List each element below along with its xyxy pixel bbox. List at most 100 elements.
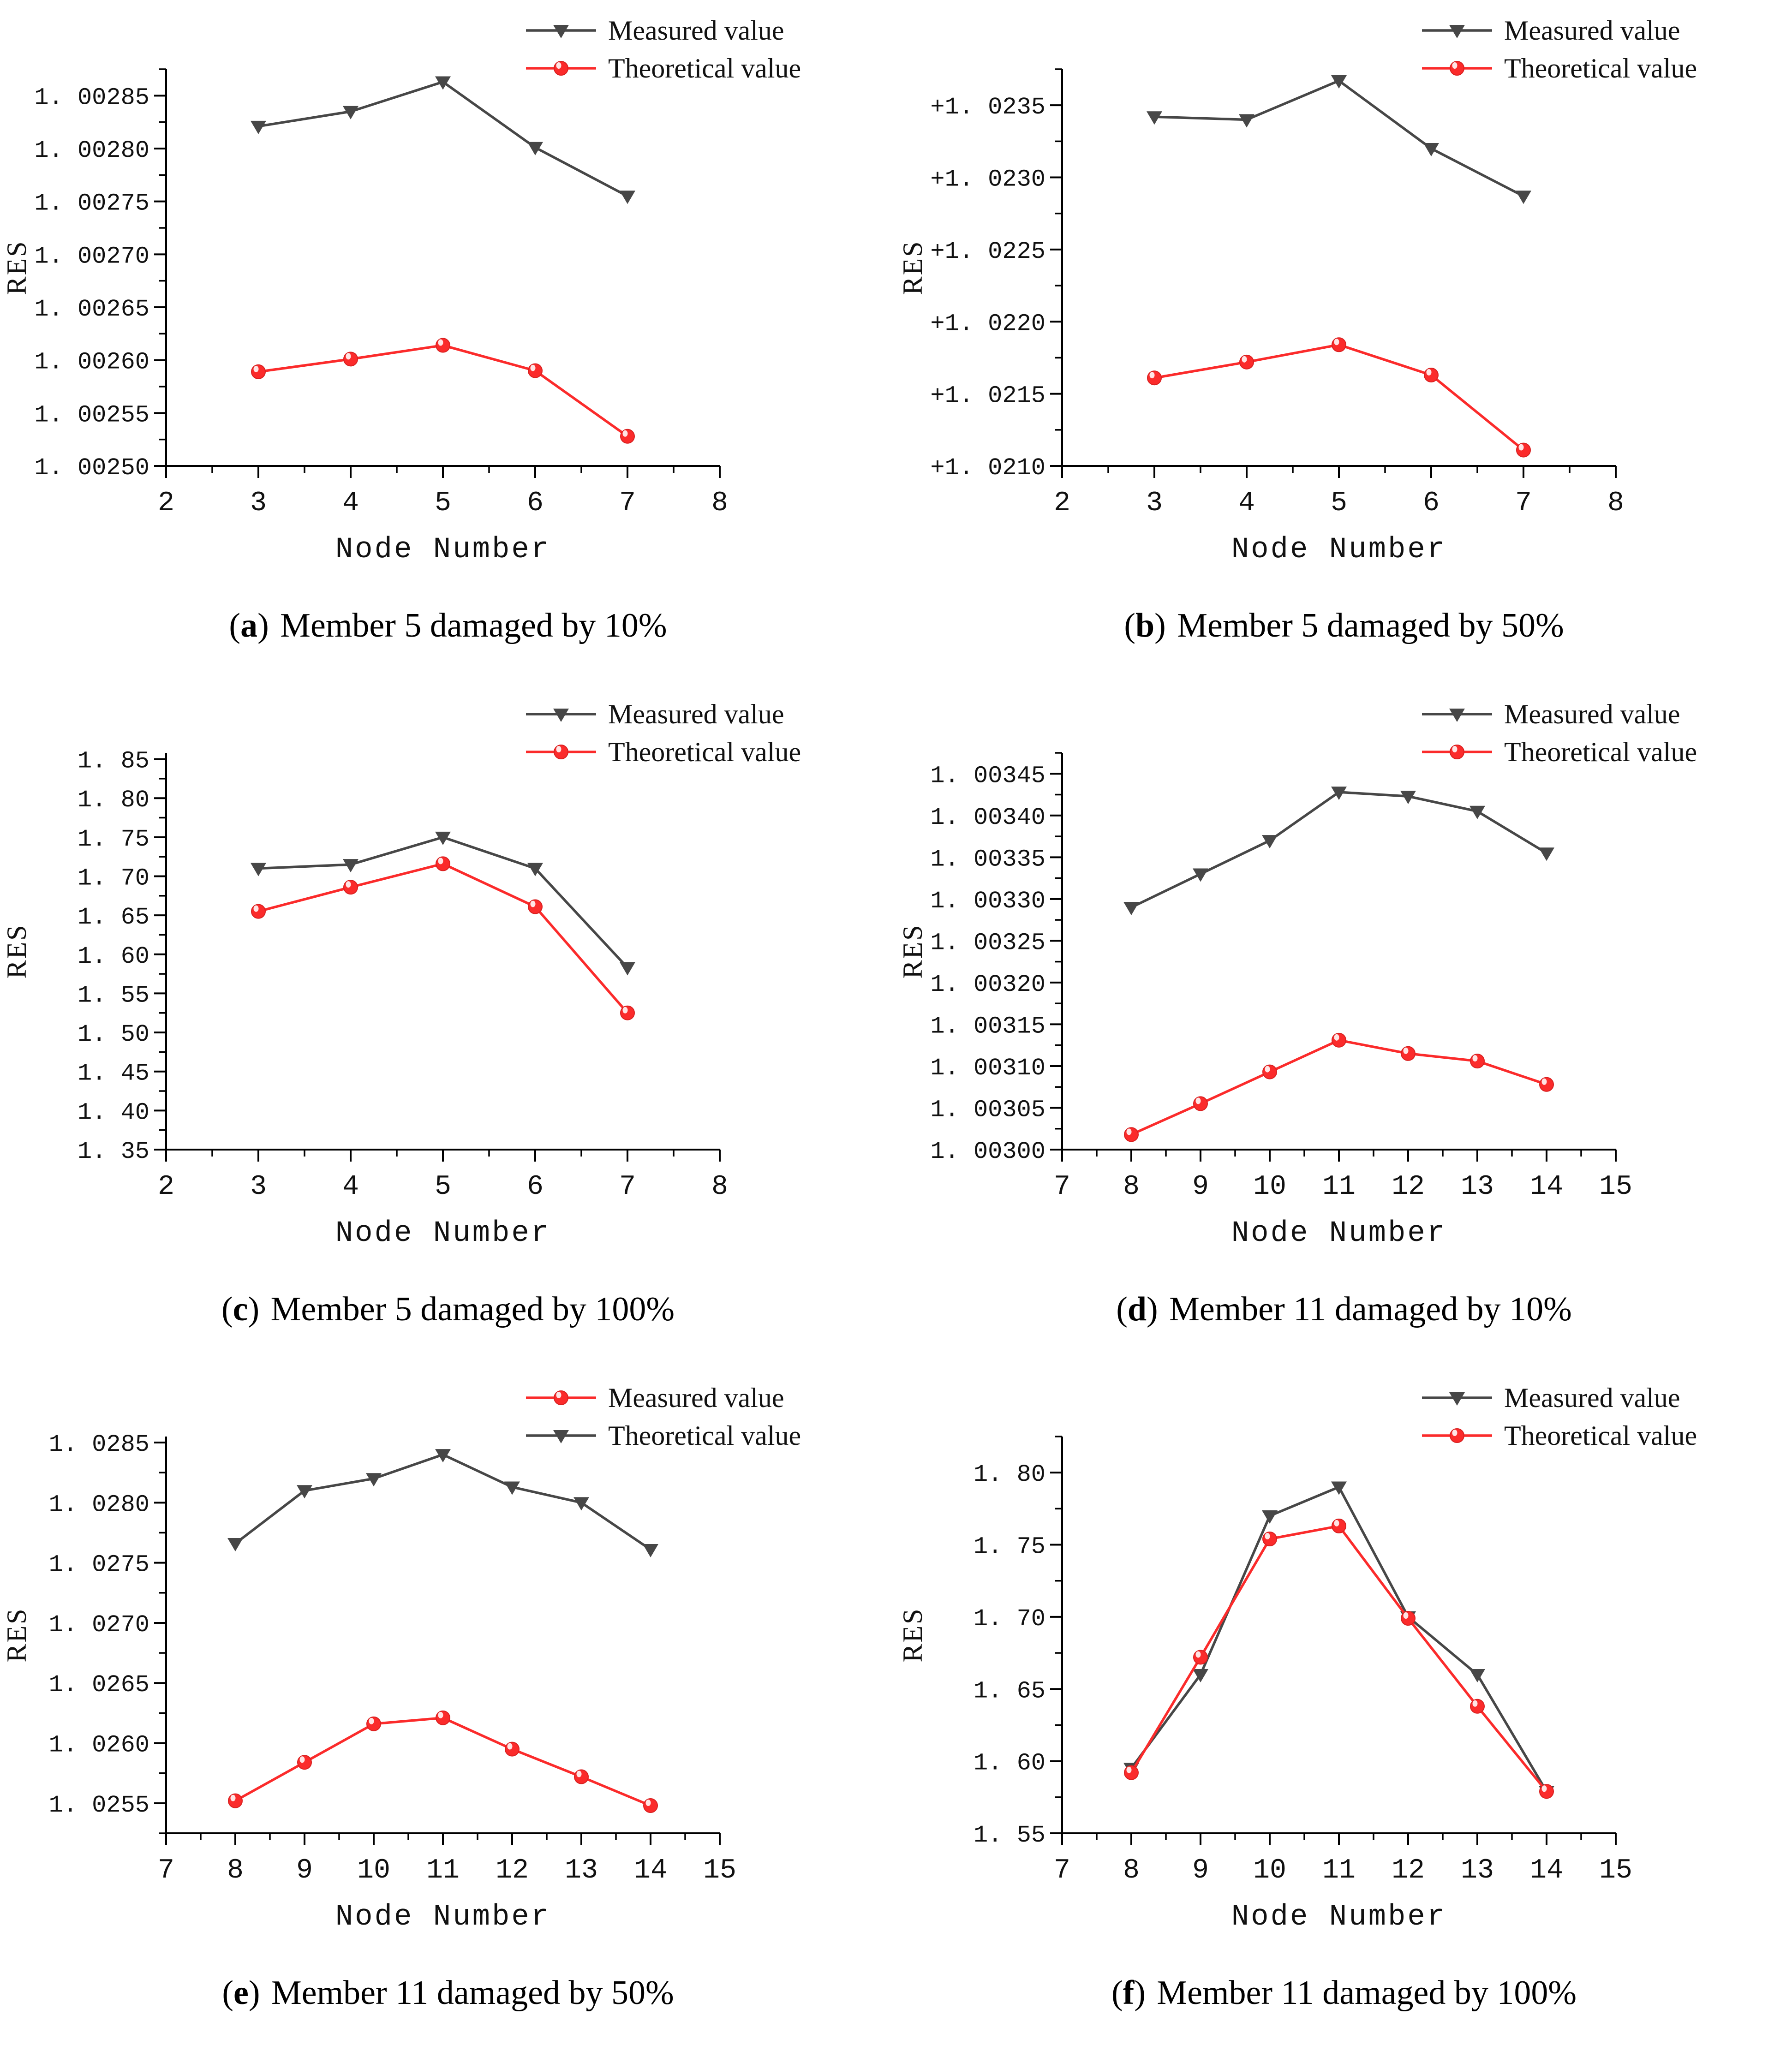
- y-tick-label: 1. 00330: [930, 888, 1045, 915]
- caption-letter: a: [240, 607, 258, 644]
- caption-open-paren: (: [1111, 1974, 1123, 2012]
- x-axis-title: Node Number: [1231, 1901, 1446, 1934]
- y-tick-label: 1. 00260: [34, 349, 149, 376]
- x-tick-label: 12: [1392, 1171, 1425, 1203]
- y-tick-label: 1. 75: [78, 826, 149, 853]
- y-tick-label: 1. 00280: [34, 137, 149, 164]
- ball-marker: [1450, 745, 1464, 759]
- ball-marker-highlight: [645, 1800, 651, 1807]
- chart-canvas-e: 1. 0255 1. 0260 1. 0265 1. 0270 1. 0275 1. 02…: [1, 1383, 801, 1934]
- y-tick-label: 1. 00325: [930, 929, 1045, 956]
- legend-label: Theoretical value: [1504, 1420, 1697, 1451]
- y-tick-label: 1. 40: [78, 1099, 149, 1126]
- ball-marker: [528, 363, 543, 378]
- x-tick-label: 13: [565, 1855, 598, 1886]
- y-tick-label: 1. 65: [78, 904, 149, 931]
- caption-text: Member 11 damaged by 10%: [1169, 1290, 1572, 1328]
- ball-marker: [1401, 1046, 1416, 1061]
- triangle-marker: [1539, 847, 1554, 861]
- y-axis-title: RES: [897, 240, 928, 295]
- ball-marker-highlight: [1334, 1034, 1339, 1041]
- chart-canvas-c: 1. 35 1. 40 1. 45 1. 50 1. 55 1. 60 1. 65 1. 70…: [1, 699, 801, 1250]
- x-tick-label: 10: [1253, 1855, 1286, 1886]
- ball-marker-highlight: [530, 364, 536, 371]
- x-tick-label: 3: [250, 1171, 267, 1203]
- theoretical-value-line: [258, 862, 629, 1014]
- ball-marker-highlight: [556, 746, 561, 752]
- ball-marker-highlight: [438, 1711, 443, 1718]
- triangle-marker: [366, 1473, 382, 1487]
- ball-marker: [1450, 61, 1464, 76]
- ball-marker-highlight: [1472, 1700, 1478, 1707]
- ball-marker: [554, 1390, 568, 1405]
- ball-marker-highlight: [507, 1743, 513, 1750]
- triangle-marker: [1469, 805, 1485, 819]
- ball-marker: [1332, 1032, 1346, 1048]
- y-axis-title: RES: [897, 1607, 928, 1662]
- y-tick-label: +1. 0210: [930, 454, 1045, 482]
- ball-marker: [366, 1716, 381, 1731]
- ball-marker-highlight: [1195, 1651, 1201, 1658]
- ball-marker-highlight: [438, 339, 443, 346]
- triangle-marker: [643, 1544, 658, 1557]
- triangle-marker: [527, 863, 543, 876]
- x-tick-label: 12: [496, 1855, 529, 1886]
- y-tick-label: 1. 00315: [930, 1013, 1045, 1040]
- triangle-marker: [435, 1449, 451, 1463]
- triangle-marker: [343, 106, 358, 119]
- triangle-marker: [1193, 1669, 1208, 1682]
- ball-marker-highlight: [1195, 1097, 1201, 1104]
- x-tick-label: 8: [711, 488, 728, 519]
- ball-marker: [297, 1755, 312, 1770]
- ball-marker-highlight: [1452, 746, 1457, 752]
- triangle-marker: [251, 120, 266, 134]
- ball-marker: [505, 1741, 520, 1757]
- caption-open-paren: (: [1124, 607, 1135, 644]
- y-tick-label: 1. 60: [78, 943, 149, 970]
- ball-marker: [1124, 1127, 1139, 1142]
- ball-marker-highlight: [299, 1756, 305, 1763]
- panel-caption-b: (b) Member 5 damaged by 50%: [1124, 606, 1564, 645]
- triangle-marker: [553, 709, 569, 722]
- x-axis-title: Node Number: [335, 1901, 550, 1934]
- ball-marker: [1470, 1699, 1485, 1714]
- y-tick-label: 1. 00345: [930, 762, 1045, 789]
- y-tick-label: +1. 0215: [930, 382, 1045, 410]
- triangle-marker: [1147, 111, 1162, 125]
- x-tick-label: 8: [711, 1171, 728, 1203]
- ball-marker-highlight: [1541, 1785, 1547, 1792]
- triangle-marker: [573, 1497, 589, 1511]
- triangle-marker: [504, 1481, 520, 1495]
- y-tick-label: +1. 0230: [930, 166, 1045, 193]
- chart-panel-b: +1. 0210 +1. 0215 +1. 0220 +1. 0225 +1. 0230…: [896, 0, 1792, 684]
- x-tick-label: 8: [1123, 1171, 1140, 1203]
- triangle-marker: [620, 962, 635, 976]
- triangle-marker: [1449, 1392, 1465, 1406]
- x-tick-label: 11: [1322, 1171, 1356, 1203]
- ball-marker: [1516, 442, 1531, 458]
- caption-letter: c: [233, 1290, 248, 1328]
- y-tick-label: 1. 00310: [930, 1055, 1045, 1082]
- ball-marker: [251, 364, 266, 379]
- x-tick-label: 8: [1607, 488, 1624, 519]
- caption-letter: d: [1127, 1290, 1147, 1328]
- y-tick-label: 1. 85: [78, 748, 149, 775]
- triangle-marker: [435, 831, 451, 845]
- legend-label: Measured value: [608, 1383, 784, 1413]
- y-tick-label: 1. 00250: [34, 454, 149, 482]
- ball-marker-highlight: [1265, 1066, 1270, 1073]
- ball-marker-highlight: [622, 430, 628, 437]
- triangle-marker: [1123, 901, 1139, 915]
- x-tick-label: 7: [1054, 1171, 1070, 1203]
- caption-text: Member 5 damaged by 50%: [1177, 607, 1564, 644]
- ball-marker: [343, 352, 358, 367]
- triangle-marker: [343, 859, 358, 873]
- caption-open-paren: (: [229, 607, 241, 644]
- triangle-marker: [251, 863, 266, 876]
- y-tick-label: 1. 00255: [34, 401, 149, 429]
- triangle-marker: [1449, 25, 1465, 38]
- ball-marker-highlight: [346, 353, 351, 360]
- y-tick-label: 1. 0265: [49, 1671, 149, 1699]
- y-tick-label: 1. 60: [974, 1750, 1045, 1777]
- caption-close-paren: ): [1154, 607, 1166, 644]
